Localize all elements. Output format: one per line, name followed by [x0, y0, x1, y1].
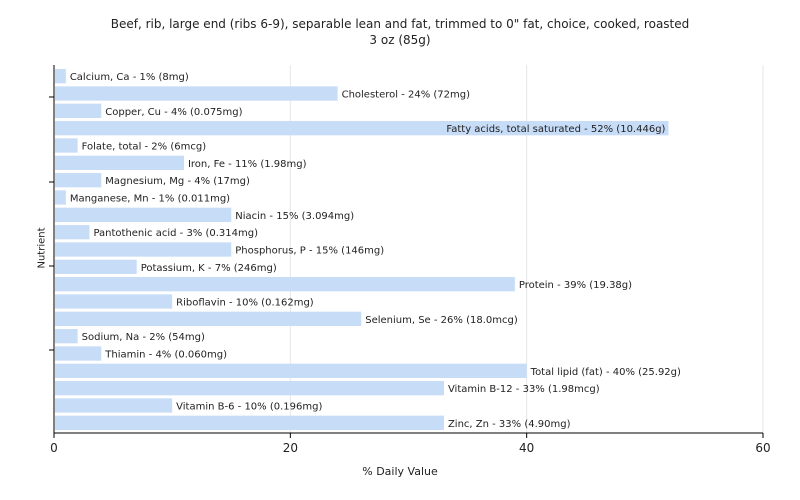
bar-label: Selenium, Se - 26% (18.0mcg) — [365, 315, 518, 326]
bar-label: Folate, total - 2% (6mcg) — [82, 142, 207, 153]
bar — [55, 242, 232, 257]
bar-label: Potassium, K - 7% (246mg) — [141, 263, 277, 274]
bar-label: Vitamin B-12 - 33% (1.98mcg) — [448, 384, 600, 395]
x-tick-label: 60 — [755, 441, 770, 455]
x-tick-label: 20 — [283, 441, 298, 455]
bar — [55, 103, 102, 118]
bar — [55, 155, 184, 170]
bar-label: Iron, Fe - 11% (1.98mg) — [188, 159, 307, 170]
bar — [55, 138, 78, 153]
bar-label: Riboflavin - 10% (0.162mg) — [176, 298, 314, 309]
bar — [55, 173, 102, 188]
bar — [55, 225, 90, 240]
bar-label: Sodium, Na - 2% (54mg) — [82, 332, 205, 343]
x-axis-label: % Daily Value — [362, 465, 438, 478]
bar — [55, 363, 527, 378]
chart-title: Beef, rib, large end (ribs 6-9), separab… — [110, 17, 690, 31]
bar-label: Calcium, Ca - 1% (8mg) — [70, 72, 189, 83]
bar — [55, 381, 444, 396]
bar — [55, 277, 515, 292]
bar — [55, 69, 66, 84]
bar-label: Phosphorus, P - 15% (146mg) — [235, 246, 384, 257]
bar-label: Total lipid (fat) - 40% (25.92g) — [530, 367, 681, 378]
bar-label: Cholesterol - 24% (72mg) — [342, 90, 471, 101]
bar — [55, 86, 338, 101]
bar-label: Fatty acids, total saturated - 52% (10.4… — [446, 124, 665, 135]
bar — [55, 311, 362, 326]
bar-label: Protein - 39% (19.38g) — [519, 280, 632, 291]
bar — [55, 207, 232, 222]
bar-label: Magnesium, Mg - 4% (17mg) — [105, 176, 250, 187]
bar — [55, 329, 78, 344]
bar-label: Thiamin - 4% (0.060mg) — [104, 350, 227, 361]
bar — [55, 415, 444, 430]
bar-label: Vitamin B-6 - 10% (0.196mg) — [176, 402, 322, 413]
bar — [55, 346, 102, 361]
x-tick-label: 0 — [50, 441, 58, 455]
bar-label: Niacin - 15% (3.094mg) — [235, 211, 354, 222]
bar — [55, 259, 137, 274]
y-axis-label: Nutrient — [36, 227, 48, 269]
bar-label: Manganese, Mn - 1% (0.011mg) — [70, 194, 230, 205]
x-tick-label: 40 — [519, 441, 534, 455]
bar-label: Zinc, Zn - 33% (4.90mg) — [448, 419, 571, 430]
bar — [55, 398, 173, 413]
bar-label: Copper, Cu - 4% (0.075mg) — [105, 107, 242, 118]
bar-label: Pantothenic acid - 3% (0.314mg) — [93, 228, 258, 239]
chart-subtitle: 3 oz (85g) — [369, 33, 431, 47]
bar — [55, 190, 66, 205]
bar — [55, 294, 173, 309]
bar — [55, 121, 669, 136]
